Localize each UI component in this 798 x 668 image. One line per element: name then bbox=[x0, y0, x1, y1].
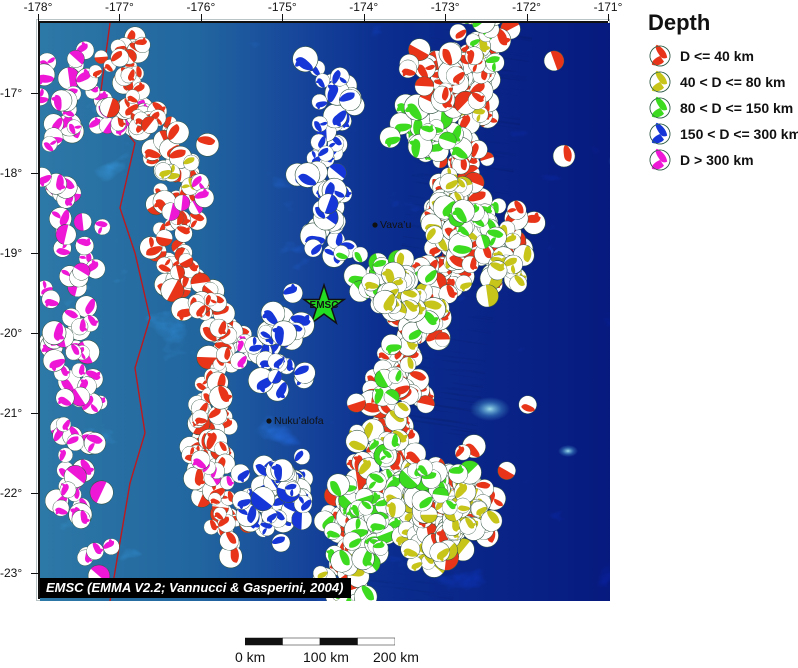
svg-text:Vava’u: Vava’u bbox=[380, 219, 411, 231]
svg-text:EMSC: EMSC bbox=[310, 300, 339, 311]
svg-text:Nuku’alofa: Nuku’alofa bbox=[274, 415, 324, 427]
